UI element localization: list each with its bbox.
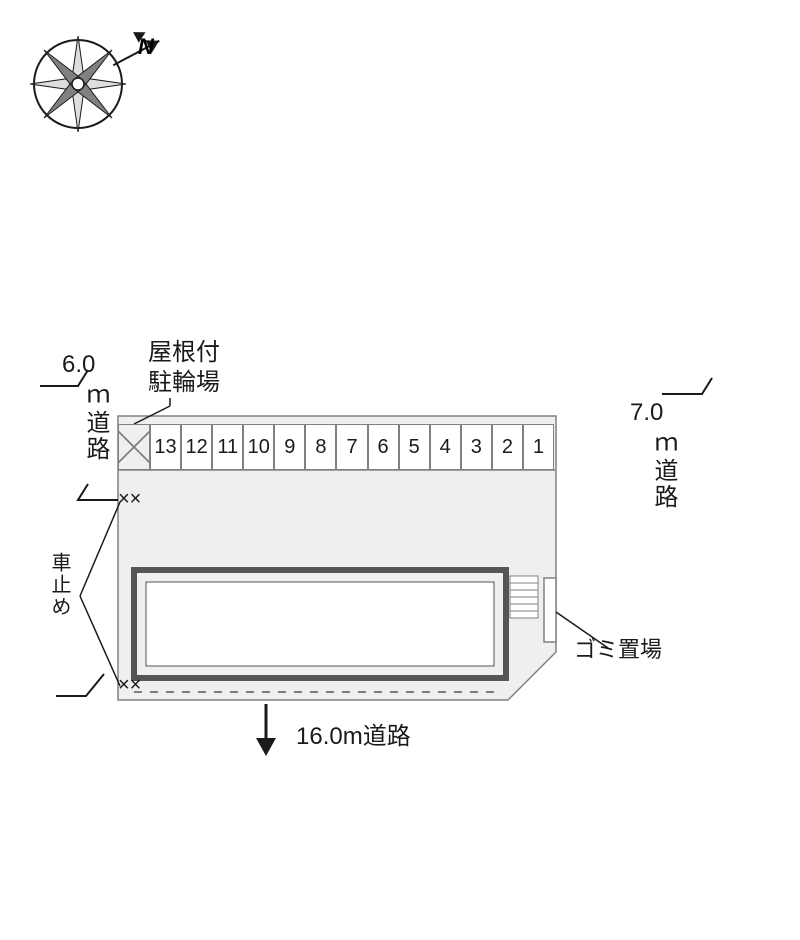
stopper-marks-upper: ×× [118, 486, 141, 512]
parking-slot: 4 [430, 424, 461, 470]
parking-slot-number: 1 [533, 436, 544, 459]
parking-slot: 12 [181, 424, 212, 470]
road-width-value: 6.0 [62, 351, 95, 378]
label-roofed-bike-parking: 屋根付 駐輪場 [148, 338, 220, 398]
parking-slot-number: 6 [378, 436, 389, 459]
site-plan-diagram: N [0, 0, 800, 940]
label-road-right: 7.0 [630, 398, 663, 428]
parking-slot: 5 [399, 424, 430, 470]
parking-slot: 1 [523, 424, 554, 470]
label-road-left: 6.0 [62, 350, 95, 380]
bike-parking-hatch [118, 424, 150, 470]
parking-slot-number: 13 [154, 436, 176, 459]
road-width-value: 7.0 [630, 399, 663, 426]
parking-slot: 10 [243, 424, 274, 470]
parking-slot: 6 [368, 424, 399, 470]
road-edge-lower-left-a [78, 484, 118, 500]
road-edge-right [662, 378, 712, 394]
building-inner [146, 582, 494, 666]
parking-slot-number: 12 [185, 436, 207, 459]
stopper-marks-lower: ×× [118, 672, 141, 698]
road-edge-lower-left-b [56, 674, 104, 696]
label-road-right-unit: ｍ道路 [648, 432, 678, 510]
parking-slot: 3 [461, 424, 492, 470]
label-car-stopper: 車止め [46, 552, 72, 618]
parking-slot: 9 [274, 424, 305, 470]
parking-slot: 2 [492, 424, 523, 470]
leader-stopper-upper [80, 502, 120, 596]
label-road-bottom: 16.0m道路 [296, 722, 411, 752]
parking-slot-number: 2 [502, 436, 513, 459]
stairs-icon [510, 576, 538, 618]
text-line: 駐輪場 [148, 369, 220, 396]
parking-slot: 11 [212, 424, 243, 470]
parking-slot-number: 3 [471, 436, 482, 459]
parking-slot-number: 7 [346, 436, 357, 459]
plan-vector-layer [0, 0, 800, 940]
parking-slot-number: 4 [440, 436, 451, 459]
down-arrow-icon [256, 704, 276, 756]
parking-slot: 7 [336, 424, 367, 470]
parking-slot-number: 10 [248, 436, 270, 459]
parking-slot: 13 [150, 424, 181, 470]
parking-slot-row: 13 12 11 10 9 8 7 6 5 4 3 [150, 424, 554, 470]
label-road-left-unit: ｍ道路 [80, 384, 110, 462]
parking-slot-number: 5 [409, 436, 420, 459]
garbage-area-box [544, 578, 556, 642]
parking-slot-number: 11 [217, 436, 238, 459]
leader-stopper-lower [80, 596, 120, 686]
parking-slot: 8 [305, 424, 336, 470]
label-garbage-area: ゴミ置場 [574, 636, 662, 665]
parking-slot-number: 9 [284, 436, 295, 459]
parking-slot-number: 8 [315, 436, 326, 459]
text-line: 屋根付 [148, 339, 220, 366]
